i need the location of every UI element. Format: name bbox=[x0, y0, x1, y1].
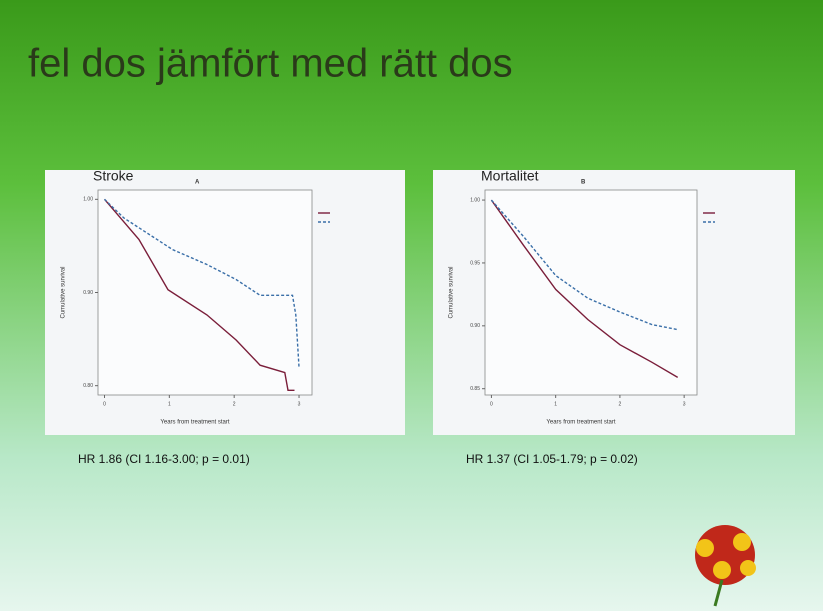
survival-line bbox=[103, 198, 295, 391]
x-tick-label: 0 bbox=[490, 401, 493, 407]
x-tick-label: 2 bbox=[619, 401, 622, 407]
x-tick-label: 2 bbox=[233, 401, 236, 407]
plot-area bbox=[484, 189, 698, 396]
y-tick-label: 1.00 bbox=[470, 197, 480, 203]
y-tick-label: 0.90 bbox=[470, 323, 480, 329]
x-axis-label: Years from treatment start bbox=[546, 420, 615, 426]
x-axis-label: Years from treatment start bbox=[160, 420, 229, 426]
y-tick-label: 0.95 bbox=[470, 260, 480, 266]
survival-line bbox=[104, 198, 300, 368]
panel-label: A bbox=[195, 180, 200, 186]
y-tick-label: 0.90 bbox=[83, 290, 93, 296]
slide-title: fel dos jämfört med rätt dos bbox=[28, 42, 513, 86]
caption: HR 1.37 (CI 1.05-1.79; p = 0.02) bbox=[466, 452, 638, 466]
survival-line bbox=[490, 199, 679, 379]
x-tick-label: 0 bbox=[103, 401, 106, 407]
y-tick-label: 0.85 bbox=[470, 386, 480, 392]
y-tick-label: 0.80 bbox=[83, 383, 93, 389]
x-tick-label: 1 bbox=[168, 401, 171, 407]
caption: HR 1.86 (CI 1.16-3.00; p = 0.01) bbox=[78, 452, 250, 466]
y-tick-label: 1.00 bbox=[83, 197, 93, 203]
y-axis-label: Cumulative survival bbox=[61, 266, 67, 318]
survival-line bbox=[490, 199, 678, 331]
flower-logo bbox=[695, 525, 756, 607]
plot-area bbox=[97, 189, 313, 396]
y-axis-label: Cumulative survival bbox=[449, 266, 455, 318]
chart-title: Mortalitet bbox=[481, 168, 539, 184]
x-tick-label: 1 bbox=[554, 401, 557, 407]
panel-label: B bbox=[581, 180, 586, 186]
x-tick-label: 3 bbox=[683, 401, 686, 407]
x-tick-label: 3 bbox=[298, 401, 301, 407]
chart-title: Stroke bbox=[93, 168, 134, 184]
